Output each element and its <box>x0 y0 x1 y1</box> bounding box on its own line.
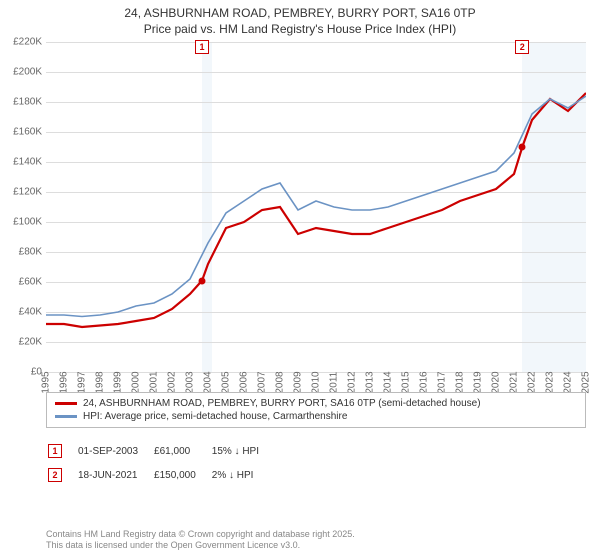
x-axis-label: 2009 <box>293 371 304 393</box>
y-axis-label: £60K <box>4 277 42 288</box>
chart-lines <box>46 42 586 372</box>
x-axis-label: 2015 <box>401 371 412 393</box>
marker-price: £150,000 <box>154 464 210 486</box>
x-axis-label: 2008 <box>275 371 286 393</box>
marker-ref-box: 2 <box>48 468 62 482</box>
marker-delta: 15% ↓ HPI <box>212 440 273 462</box>
x-axis-label: 2018 <box>455 371 466 393</box>
x-axis-label: 2007 <box>257 371 268 393</box>
marker-flag: 2 <box>515 40 529 54</box>
y-axis-label: £140K <box>4 157 42 168</box>
marker-ref-box: 1 <box>48 444 62 458</box>
y-axis-label: £180K <box>4 97 42 108</box>
y-axis-label: £40K <box>4 307 42 318</box>
legend-swatch <box>55 415 77 418</box>
x-axis-label: 2014 <box>383 371 394 393</box>
legend-swatch <box>55 402 77 405</box>
marker-flag: 1 <box>195 40 209 54</box>
footer-line-1: Contains HM Land Registry data © Crown c… <box>46 529 355 541</box>
legend-label: 24, ASHBURNHAM ROAD, PEMBREY, BURRY PORT… <box>83 398 481 409</box>
marker-delta: 2% ↓ HPI <box>212 464 273 486</box>
x-axis-label: 2022 <box>527 371 538 393</box>
x-axis-label: 2005 <box>221 371 232 393</box>
x-axis-label: 2025 <box>581 371 592 393</box>
x-axis-label: 2003 <box>185 371 196 393</box>
x-axis-label: 1996 <box>59 371 70 393</box>
x-axis-label: 2010 <box>311 371 322 393</box>
legend-box: 24, ASHBURNHAM ROAD, PEMBREY, BURRY PORT… <box>46 392 586 428</box>
x-axis-label: 2002 <box>167 371 178 393</box>
y-axis-label: £0 <box>4 367 42 378</box>
marker-date: 18-JUN-2021 <box>78 464 152 486</box>
x-axis-label: 2004 <box>203 371 214 393</box>
title-line-2: Price paid vs. HM Land Registry's House … <box>10 22 590 38</box>
y-axis-label: £220K <box>4 37 42 48</box>
y-axis-label: £20K <box>4 337 42 348</box>
x-axis-label: 2024 <box>563 371 574 393</box>
legend-item: 24, ASHBURNHAM ROAD, PEMBREY, BURRY PORT… <box>55 397 577 410</box>
legend-item: HPI: Average price, semi-detached house,… <box>55 410 577 423</box>
series-price_paid <box>46 93 586 327</box>
x-axis-label: 1995 <box>41 371 52 393</box>
y-axis-label: £100K <box>4 217 42 228</box>
x-axis-label: 1999 <box>113 371 124 393</box>
x-axis-label: 2000 <box>131 371 142 393</box>
marker-table: 1 01-SEP-2003£61,00015% ↓ HPI 2 18-JUN-2021… <box>46 438 275 488</box>
y-axis-label: £200K <box>4 67 42 78</box>
chart-plot-area: £0£20K£40K£60K£80K£100K£120K£140K£160K£1… <box>46 42 586 372</box>
y-axis-label: £80K <box>4 247 42 258</box>
marker-price: £61,000 <box>154 440 210 462</box>
marker-row: 2 18-JUN-2021£150,0002% ↓ HPI <box>48 464 273 486</box>
x-axis-label: 1998 <box>95 371 106 393</box>
footer-attribution: Contains HM Land Registry data © Crown c… <box>46 529 355 552</box>
x-axis-label: 2001 <box>149 371 160 393</box>
x-axis-label: 2021 <box>509 371 520 393</box>
marker-dot <box>519 144 526 151</box>
chart-title: 24, ASHBURNHAM ROAD, PEMBREY, BURRY PORT… <box>0 0 600 39</box>
x-axis-label: 2016 <box>419 371 430 393</box>
x-axis-label: 2019 <box>473 371 484 393</box>
marker-date: 01-SEP-2003 <box>78 440 152 462</box>
marker-row: 1 01-SEP-2003£61,00015% ↓ HPI <box>48 440 273 462</box>
legend-label: HPI: Average price, semi-detached house,… <box>83 411 347 422</box>
x-axis-label: 1997 <box>77 371 88 393</box>
y-axis-label: £120K <box>4 187 42 198</box>
footer-line-2: This data is licensed under the Open Gov… <box>46 540 355 552</box>
series-hpi <box>46 96 586 317</box>
x-axis-label: 2012 <box>347 371 358 393</box>
title-line-1: 24, ASHBURNHAM ROAD, PEMBREY, BURRY PORT… <box>10 6 590 22</box>
x-axis-label: 2013 <box>365 371 376 393</box>
x-axis-label: 2023 <box>545 371 556 393</box>
x-axis-label: 2017 <box>437 371 448 393</box>
y-axis-label: £160K <box>4 127 42 138</box>
x-axis-label: 2006 <box>239 371 250 393</box>
x-axis-label: 2011 <box>329 372 340 394</box>
x-axis-label: 2020 <box>491 371 502 393</box>
marker-dot <box>199 277 206 284</box>
